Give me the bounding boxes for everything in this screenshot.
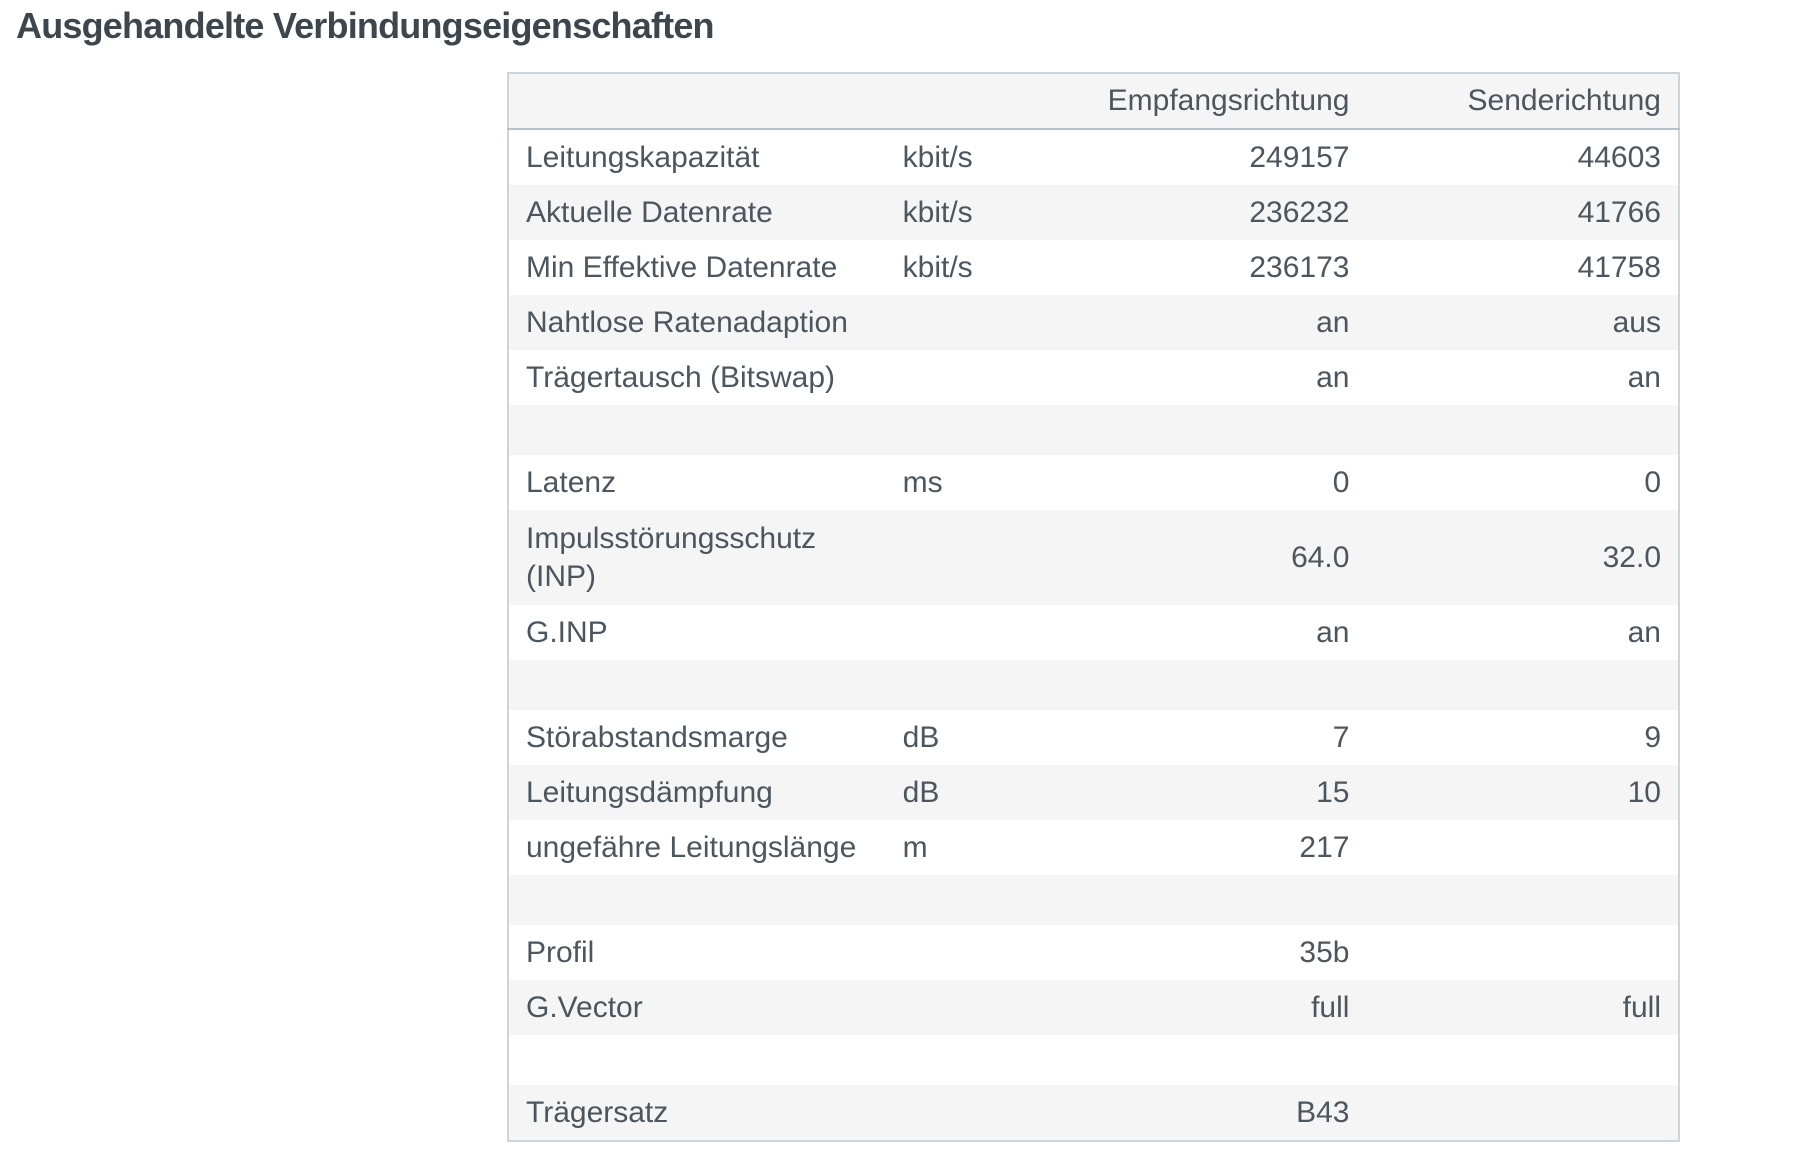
cell-rx: 236232 — [1038, 185, 1370, 240]
cell-label: Latenz — [526, 465, 617, 499]
cell-label: Impulsstörungsschutz (INP) — [508, 510, 889, 605]
cell-tx — [1369, 1035, 1679, 1085]
table-row: Nahtlose Ratenadaption an aus — [508, 295, 1679, 350]
cell-tx: an — [1627, 360, 1661, 394]
cell-tx: full — [1369, 980, 1679, 1035]
cell-unit: dB — [888, 765, 1039, 820]
cell-unit — [889, 925, 1039, 980]
cell-unit: kbit/s — [902, 140, 973, 174]
cell-label: G.INP — [526, 615, 608, 649]
cell-tx — [1369, 925, 1679, 980]
cell-rx — [1038, 660, 1370, 710]
page-title: Ausgehandelte Verbindungseigenschaften — [16, 5, 715, 46]
properties-table: Empfangsrichtung Senderichtung Leitungsk… — [507, 72, 1680, 1142]
cell-rx: 217 — [1299, 830, 1350, 864]
cell-label — [508, 405, 889, 455]
table-row: Trägertausch (Bitswap) an an — [508, 350, 1679, 405]
cell-label: Trägersatz — [508, 1085, 889, 1141]
cell-tx: 9 — [1644, 720, 1661, 754]
cell-unit — [889, 350, 1039, 405]
cell-unit — [888, 405, 1039, 455]
table-row: Aktuelle Datenrate kbit/s 236232 41766 — [508, 185, 1679, 240]
cell-unit: kbit/s — [888, 185, 1039, 240]
cell-unit — [888, 510, 1039, 605]
table-row: G.Vector full full — [508, 980, 1679, 1035]
cell-rx: 249157 — [1249, 140, 1350, 174]
cell-tx: an — [1627, 615, 1661, 649]
cell-unit — [888, 1085, 1039, 1141]
cell-rx — [1039, 1035, 1370, 1085]
spacer-row — [508, 660, 1679, 710]
connection-properties-page: Ausgehandelte Verbindungseigenschaften E… — [0, 5, 1819, 1142]
table-row: Profil 35b — [508, 925, 1679, 980]
table-row: Impulsstörungsschutz (INP) 64.0 32.0 — [508, 510, 1679, 605]
column-header-senderichtung: Senderichtung — [1369, 73, 1679, 130]
cell-unit — [888, 980, 1039, 1035]
table-row: Min Effektive Datenrate kbit/s 236173 41758 — [508, 240, 1679, 295]
cell-label: Trägertausch (Bitswap) — [526, 360, 835, 394]
cell-unit: dB — [902, 720, 940, 754]
cell-tx — [1369, 660, 1679, 710]
cell-rx: 64.0 — [1038, 510, 1370, 605]
table-header-row: Empfangsrichtung Senderichtung — [508, 73, 1679, 130]
cell-label: G.Vector — [508, 980, 889, 1035]
column-header-empfangsrichtung: Empfangsrichtung — [1038, 73, 1370, 130]
cell-unit — [888, 295, 1039, 350]
cell-rx: B43 — [1038, 1085, 1370, 1141]
cell-label: Leitungsdämpfung — [508, 765, 889, 820]
cell-tx: aus — [1369, 295, 1679, 350]
cell-rx: full — [1038, 980, 1370, 1035]
cell-rx: an — [1316, 615, 1350, 649]
cell-label: ungefähre Leitungslänge — [526, 830, 857, 864]
cell-tx: 41758 — [1577, 250, 1661, 284]
cell-unit — [889, 605, 1039, 660]
cell-rx: an — [1316, 360, 1350, 394]
table-row: Latenz ms 0 0 — [508, 455, 1679, 510]
cell-tx: 32.0 — [1369, 510, 1679, 605]
cell-label — [508, 875, 889, 925]
table-row: ungefähre Leitungslänge m 217 — [508, 820, 1679, 875]
cell-unit: kbit/s — [902, 250, 973, 284]
cell-unit — [888, 875, 1039, 925]
cell-label: Leitungskapazität — [526, 140, 760, 174]
cell-label: Profil — [526, 935, 595, 969]
column-header-unit — [888, 73, 1039, 130]
cell-label — [508, 1035, 889, 1085]
cell-unit — [889, 1035, 1039, 1085]
cell-tx: 44603 — [1577, 140, 1661, 174]
cell-label: Nahtlose Ratenadaption — [508, 295, 889, 350]
table-row: Leitungskapazität kbit/s 249157 44603 — [508, 129, 1679, 185]
table-row: Störabstandsmarge dB 7 9 — [508, 710, 1679, 765]
cell-rx: 35b — [1299, 935, 1350, 969]
table-row: Leitungsdämpfung dB 15 10 — [508, 765, 1679, 820]
cell-tx — [1369, 820, 1679, 875]
cell-rx: 7 — [1332, 720, 1350, 754]
spacer-row — [508, 875, 1679, 925]
cell-rx: 15 — [1038, 765, 1370, 820]
table-row: Trägersatz B43 — [508, 1085, 1679, 1141]
cell-tx: 41766 — [1369, 185, 1679, 240]
cell-unit: ms — [902, 465, 943, 499]
cell-unit: m — [902, 830, 928, 864]
spacer-row — [508, 1035, 1679, 1085]
cell-tx: 0 — [1644, 465, 1661, 499]
cell-rx — [1038, 875, 1370, 925]
connection-properties-table: Empfangsrichtung Senderichtung Leitungsk… — [507, 72, 1680, 1142]
cell-tx: 10 — [1369, 765, 1679, 820]
cell-rx: an — [1038, 295, 1370, 350]
cell-rx: 0 — [1332, 465, 1350, 499]
cell-label: Aktuelle Datenrate — [508, 185, 889, 240]
column-header-property — [508, 73, 889, 130]
cell-tx — [1369, 875, 1679, 925]
spacer-row — [508, 405, 1679, 455]
cell-label: Min Effektive Datenrate — [526, 250, 838, 284]
cell-unit — [888, 660, 1039, 710]
table-row: G.INP an an — [508, 605, 1679, 660]
cell-label — [508, 660, 889, 710]
cell-rx — [1038, 405, 1370, 455]
cell-rx: 236173 — [1249, 250, 1350, 284]
cell-tx — [1369, 1085, 1679, 1141]
cell-tx — [1369, 405, 1679, 455]
cell-label: Störabstandsmarge — [526, 720, 788, 754]
